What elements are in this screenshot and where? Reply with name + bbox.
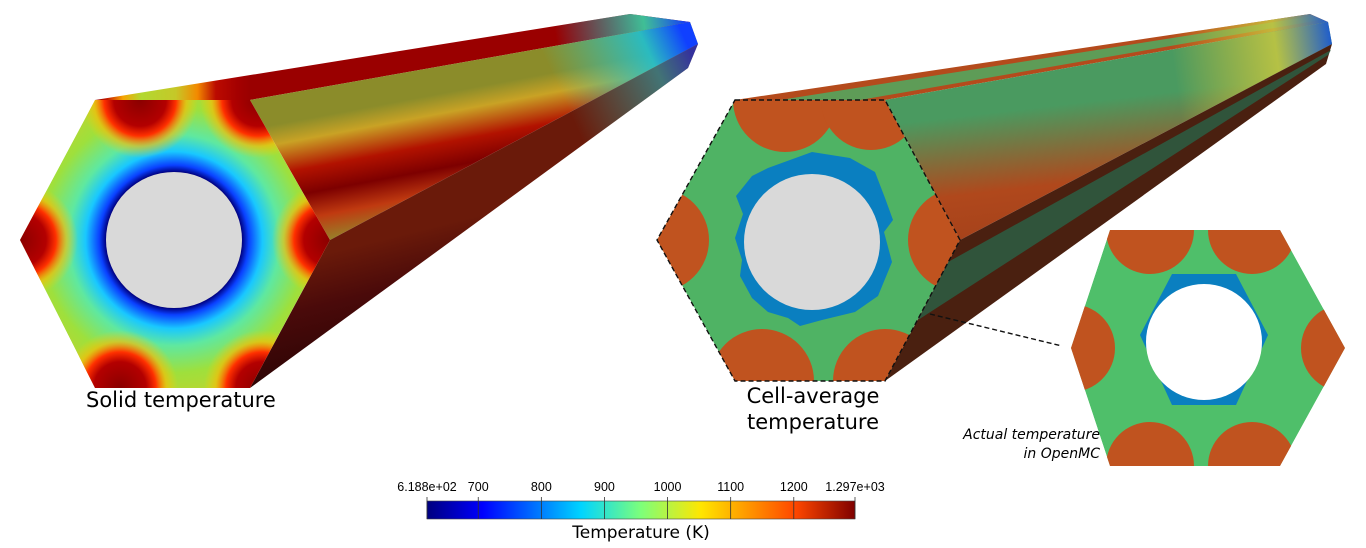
colorbar-tick-label: 700 <box>467 480 489 494</box>
solid-side-fade <box>250 22 698 240</box>
fuel-region <box>657 188 709 292</box>
fuel-region <box>733 100 837 152</box>
inset-center-void <box>1146 284 1262 400</box>
colorbar-tick-label: 1000 <box>653 480 682 494</box>
hot-spot <box>82 100 198 158</box>
actual-temperature-label-line2: in OpenMC <box>1023 446 1100 462</box>
cell-side-fade <box>885 22 1332 240</box>
fuel-region <box>1106 230 1194 274</box>
actual-temperature-label-line1: Actual temperature <box>963 427 1100 443</box>
colorbar-tick-label: 1200 <box>779 480 808 494</box>
cell-average-prism <box>656 14 1332 382</box>
fuel-region <box>821 100 921 150</box>
inset-connector <box>929 313 1063 347</box>
actual-temperature-label: Actual temperature in OpenMC <box>920 426 1100 464</box>
fuel-region <box>1301 304 1345 392</box>
fuel-region <box>1208 230 1296 274</box>
colorbar-ticks <box>426 497 856 519</box>
solid-bottom-fade <box>250 44 698 388</box>
colorbar-title: Temperature (K) <box>572 523 710 543</box>
fuel-region <box>710 329 814 381</box>
solid-center-void <box>106 172 242 308</box>
cell-bottom-stripe <box>918 50 1331 320</box>
solid-top-fade <box>95 14 690 100</box>
cell-center-void <box>744 174 880 310</box>
cell-average-label-line2: temperature <box>747 410 879 434</box>
colorbar <box>426 500 856 520</box>
colorbar-tick-label: 1.297e+03 <box>825 480 885 494</box>
hot-spot <box>20 182 78 298</box>
colorbar-tick-label: 6.188e+02 <box>397 480 457 494</box>
cell-bottom-face <box>885 44 1332 381</box>
hex-outline <box>656 99 961 382</box>
cell-average-label: Cell-average temperature <box>738 383 888 435</box>
solid-temperature-label: Solid temperature <box>86 388 276 412</box>
actual-temperature-inset <box>1071 230 1345 466</box>
hot-spot <box>62 330 178 388</box>
colorbar-tick-label: 800 <box>530 480 552 494</box>
solid-prism <box>20 14 698 388</box>
fuel-region <box>908 188 960 292</box>
fuel-region <box>1071 304 1115 392</box>
colorbar-tick-label: 900 <box>594 480 615 494</box>
cell-average-label-line1: Cell-average <box>746 384 880 408</box>
fuel-region <box>1106 422 1194 466</box>
cell-top-fade <box>735 14 1328 100</box>
hot-spot <box>272 182 330 298</box>
fuel-region <box>1208 422 1296 466</box>
colorbar-tick-label: 1100 <box>717 480 745 494</box>
